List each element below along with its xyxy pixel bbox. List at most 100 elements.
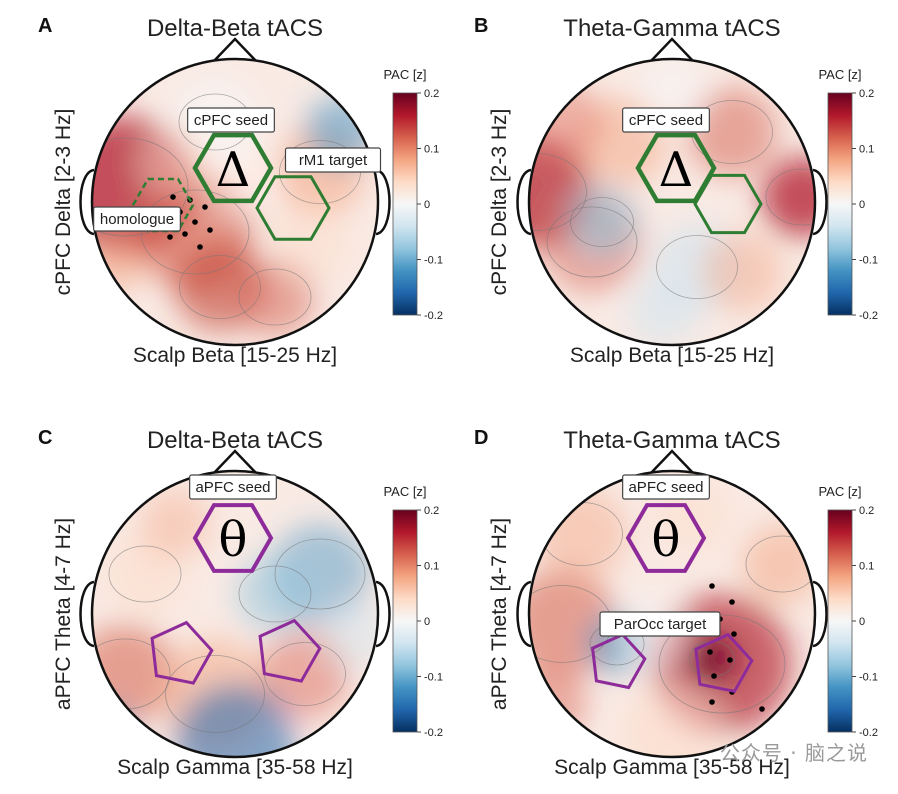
seed-symbol: Δ	[659, 142, 694, 198]
electrode-dot	[727, 657, 733, 663]
right-ear	[375, 168, 391, 236]
nose	[212, 449, 258, 475]
colorbar-title: PAC [z]	[818, 484, 861, 499]
panel-title: Delta-Beta tACS	[147, 427, 323, 454]
head-outline	[90, 469, 380, 759]
panel-title: Theta-Gamma tACS	[563, 15, 780, 42]
roi-hexagon	[625, 503, 707, 573]
annotation-box	[622, 107, 710, 133]
colorbar	[392, 92, 418, 316]
y-axis-label: cPFC Delta [2-3 Hz]	[488, 109, 511, 296]
left-ear	[516, 580, 532, 648]
electrode-dot	[709, 699, 715, 705]
y-axis-label: aPFC Theta [4-7 Hz]	[488, 518, 511, 710]
electrode-dot	[731, 631, 737, 637]
panel-c: θ aPFC seed C Delta-Beta tACS aPFC Theta [4-…	[38, 427, 443, 779]
topomap-blob	[270, 202, 350, 282]
left-ear	[79, 168, 95, 236]
watermark-text: 公众号 · 脑之说	[719, 741, 868, 765]
panel-letter: B	[474, 15, 488, 37]
roi-hexagon	[693, 173, 763, 235]
panel-title: Theta-Gamma tACS	[563, 427, 780, 454]
annotation-label: aPFC seed	[628, 479, 703, 496]
colorbar-tick-label: 0	[424, 199, 430, 211]
electrode-dot	[192, 219, 198, 225]
seed-symbol: Δ	[216, 142, 251, 198]
colorbar-tick-label: -0.2	[859, 727, 878, 739]
colorbar	[827, 509, 853, 733]
nose	[212, 37, 258, 63]
colorbar-tick-label: 0.1	[859, 561, 874, 573]
roi-hexagon	[635, 132, 717, 204]
colorbar-tick-label: 0.1	[424, 144, 439, 156]
colorbar-tick-label: 0.2	[859, 88, 874, 100]
electrode-dot	[711, 673, 717, 679]
left-ear	[516, 168, 532, 236]
colorbar-tick-label: 0.1	[859, 144, 874, 156]
roi-hexagon	[192, 503, 274, 573]
colorbar-tick-label: 0	[859, 616, 865, 628]
panel-letter: A	[38, 15, 52, 37]
roi-pentagon	[150, 620, 214, 685]
annotation-box	[284, 147, 382, 173]
annotation-box	[93, 206, 181, 232]
electrode-dot	[729, 599, 735, 605]
electrode-dot	[709, 583, 715, 589]
colorbar-tick-label: -0.2	[424, 727, 443, 739]
roi-hexagon	[255, 175, 331, 241]
contour-line	[238, 268, 312, 326]
nose	[649, 449, 695, 475]
topomap-blob	[529, 669, 587, 739]
topomap-blob	[762, 157, 815, 237]
electrode-dot	[167, 234, 173, 240]
right-ear	[375, 580, 391, 648]
electrode-dot	[707, 649, 713, 655]
annotation-box	[599, 611, 721, 637]
y-axis-label: aPFC Theta [4-7 Hz]	[52, 518, 75, 710]
contour-line	[274, 538, 366, 610]
topomap-blob	[702, 232, 782, 312]
colorbar-tick-label: 0	[859, 199, 865, 211]
seed-symbol: θ	[652, 512, 681, 568]
colorbar-title: PAC [z]	[383, 484, 426, 499]
annotation-box	[622, 474, 710, 500]
colorbar-tick-label: -0.1	[859, 672, 878, 684]
colorbar-tick-label: -0.1	[859, 255, 878, 267]
topomap-blob	[567, 187, 637, 257]
roi-pentagon	[694, 632, 754, 693]
head-outline	[90, 57, 380, 347]
panel-letter: C	[38, 427, 52, 449]
left-ear	[79, 580, 95, 648]
colorbar-tick-label: 0.2	[424, 505, 439, 517]
head-outline	[527, 57, 817, 347]
contour-line	[745, 535, 815, 593]
nose	[649, 37, 695, 63]
topomap-field	[92, 59, 378, 345]
seed-symbol: θ	[219, 512, 248, 568]
electrode-dot	[207, 227, 213, 233]
annotation-label: homologue	[100, 211, 174, 228]
colorbar	[392, 509, 418, 733]
y-axis-label: cPFC Delta [2-3 Hz]	[52, 109, 75, 296]
annotation-box	[187, 107, 275, 133]
contour-line	[765, 168, 815, 226]
annotation-label: cPFC seed	[629, 112, 703, 129]
panel-d: θ aPFC seed ParOcc target D Theta-Gamma tACS…	[474, 427, 878, 779]
contour-line	[179, 255, 261, 319]
annotation-label: rM1 target	[299, 152, 368, 169]
electrode-dot	[202, 204, 208, 210]
colorbar-tick-label: 0.2	[424, 88, 439, 100]
contour-line	[165, 655, 265, 733]
x-axis-label: Scalp Gamma [35-58 Hz]	[117, 756, 353, 779]
panel-title: Delta-Beta tACS	[147, 15, 323, 42]
annotation-label: ParOcc target	[614, 616, 707, 633]
x-axis-label: Scalp Gamma [35-58 Hz]	[554, 756, 790, 779]
colorbar-title: PAC [z]	[818, 67, 861, 82]
topomap-blob	[92, 704, 135, 757]
topomap-blob	[235, 554, 315, 634]
contour-line	[546, 206, 638, 278]
colorbar-tick-label: 0.2	[859, 505, 874, 517]
